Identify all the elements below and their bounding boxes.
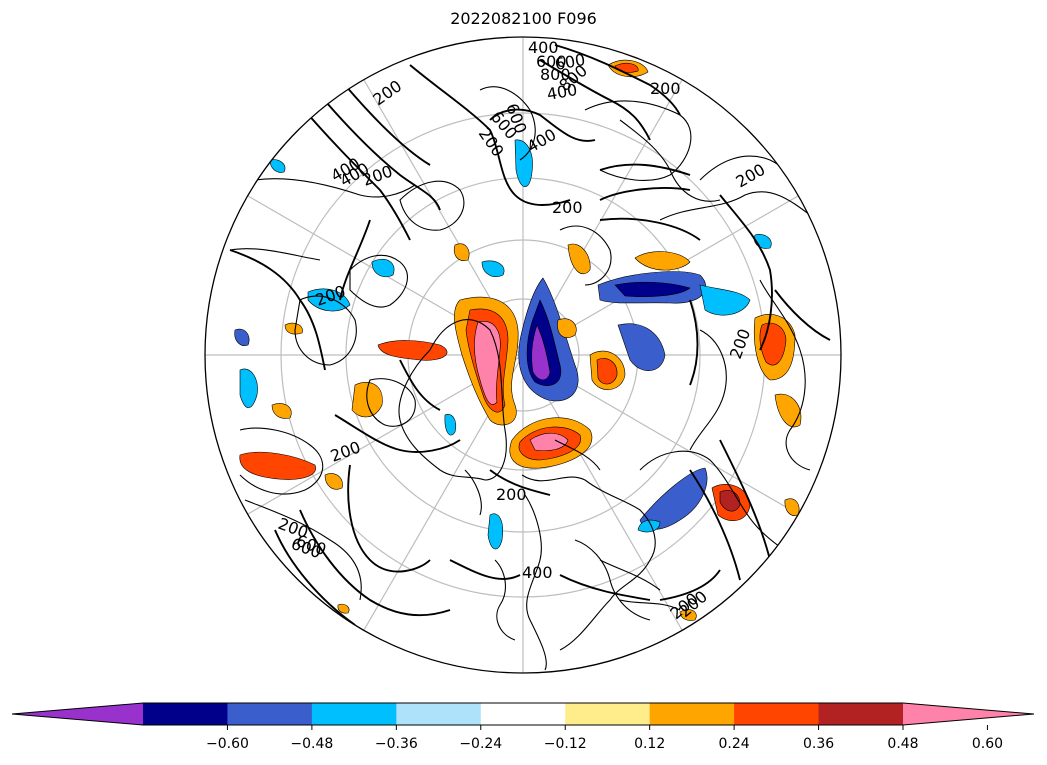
colorbar-swatch — [227, 703, 313, 725]
colorbar-swatch — [396, 703, 482, 725]
map-content — [205, 37, 841, 673]
colorbar-swatch — [12, 703, 143, 725]
colorbar-swatch — [480, 703, 566, 725]
colorbar-tick-label: 0.12 — [634, 736, 665, 752]
map-boundary — [204, 36, 842, 674]
contour-label: 200 — [552, 198, 583, 217]
colorbar-swatch — [565, 703, 651, 725]
colorbar-tick-label: 0.36 — [803, 736, 834, 752]
contour-label: 400 — [522, 563, 553, 582]
colorbar-swatch — [649, 703, 735, 725]
anomaly-negative-southeast — [639, 467, 708, 530]
polar-map: 400 600 800 200 400 600 800 200 200 600 … — [204, 36, 842, 674]
colorbar-swatch — [734, 703, 820, 725]
colorbar-tick-label: 0.60 — [972, 736, 1003, 752]
colorbar-tick-label: −0.36 — [375, 736, 418, 752]
colorbar-tick-label: 0.24 — [719, 736, 750, 752]
colorbar-tick-label: −0.12 — [544, 736, 587, 752]
contour-label: 600 — [536, 52, 567, 71]
colorbar-tick-label: −0.24 — [459, 736, 502, 752]
colorbar-swatch — [143, 703, 228, 725]
colorbar-tick-label: 0.48 — [887, 736, 918, 752]
height-contours — [229, 44, 831, 626]
colorbar-ticks: −0.60 −0.48 −0.36 −0.24 −0.12 0.12 0.24 0.36 0.4… — [206, 725, 1003, 752]
map-title: 2022082100 F096 — [450, 9, 597, 28]
colorbar-swatch — [818, 703, 904, 725]
colorbar-swatch — [903, 703, 1034, 725]
greenland-coast — [398, 319, 507, 481]
contour-label: 200 — [650, 79, 681, 98]
colorbar-swatches — [11, 702, 1035, 726]
contour-label: 400 — [528, 38, 559, 57]
colorbar-swatch — [311, 703, 397, 725]
colorbar-outline — [11, 702, 1035, 726]
contour-label: 800 — [540, 65, 571, 84]
contour-label: 200 — [496, 485, 527, 504]
colorbar-tick-label: −0.60 — [206, 736, 249, 752]
colorbar-tick-label: −0.48 — [290, 736, 333, 752]
